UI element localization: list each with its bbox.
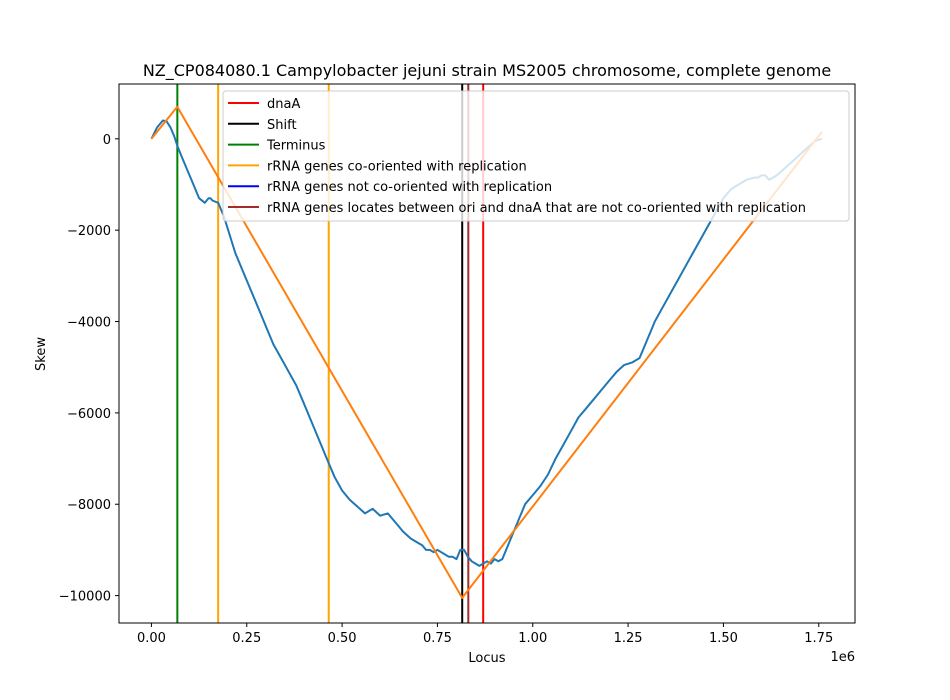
x-axis-offset-label: 1e6 (830, 650, 855, 665)
legend-label: Shift (267, 118, 297, 133)
x-tick-label: 1.75 (804, 631, 833, 646)
skew-curve (150, 119, 823, 567)
data-series (150, 105, 823, 599)
y-axis-label: Skew (34, 337, 49, 371)
y-axis: 0 −2000 −4000 −6000 −8000 −10000 (59, 133, 119, 605)
y-tick-label: −2000 (67, 224, 111, 239)
legend-label: Terminus (266, 139, 326, 154)
x-tick-label: 1.25 (614, 631, 643, 646)
legend-label: rRNA genes not co-oriented with replicat… (267, 180, 552, 195)
x-tick-label: 0.50 (328, 631, 357, 646)
legend-label: dnaA (267, 97, 300, 112)
chart-title: NZ_CP084080.1 Campylobacter jejuni strai… (143, 61, 831, 81)
y-tick-label: −6000 (67, 407, 111, 422)
x-axis-label: Locus (468, 651, 505, 666)
legend-label: rRNA genes co-oriented with replication (267, 159, 527, 174)
y-tick-label: −10000 (59, 590, 111, 605)
x-tick-label: 0.25 (232, 631, 261, 646)
x-tick-label: 1.50 (709, 631, 738, 646)
plot-frame (118, 83, 856, 624)
x-tick-label: 0.00 (137, 631, 166, 646)
skew-fit-line (150, 105, 823, 599)
x-tick-label: 0.75 (423, 631, 452, 646)
legend-box (222, 90, 850, 222)
y-tick-label: −4000 (67, 316, 111, 331)
y-tick-label: −8000 (67, 498, 111, 513)
x-axis: 0.00 0.25 0.50 0.75 1.00 1.25 1.50 1.75 (137, 623, 833, 646)
legend: dnaA Shift Terminus rRNA genes co-oriented … (222, 90, 850, 222)
legend-label: rRNA genes locates between ori and dnaA … (267, 201, 806, 216)
x-tick-label: 1.00 (518, 631, 547, 646)
y-tick-label: 0 (103, 133, 111, 148)
